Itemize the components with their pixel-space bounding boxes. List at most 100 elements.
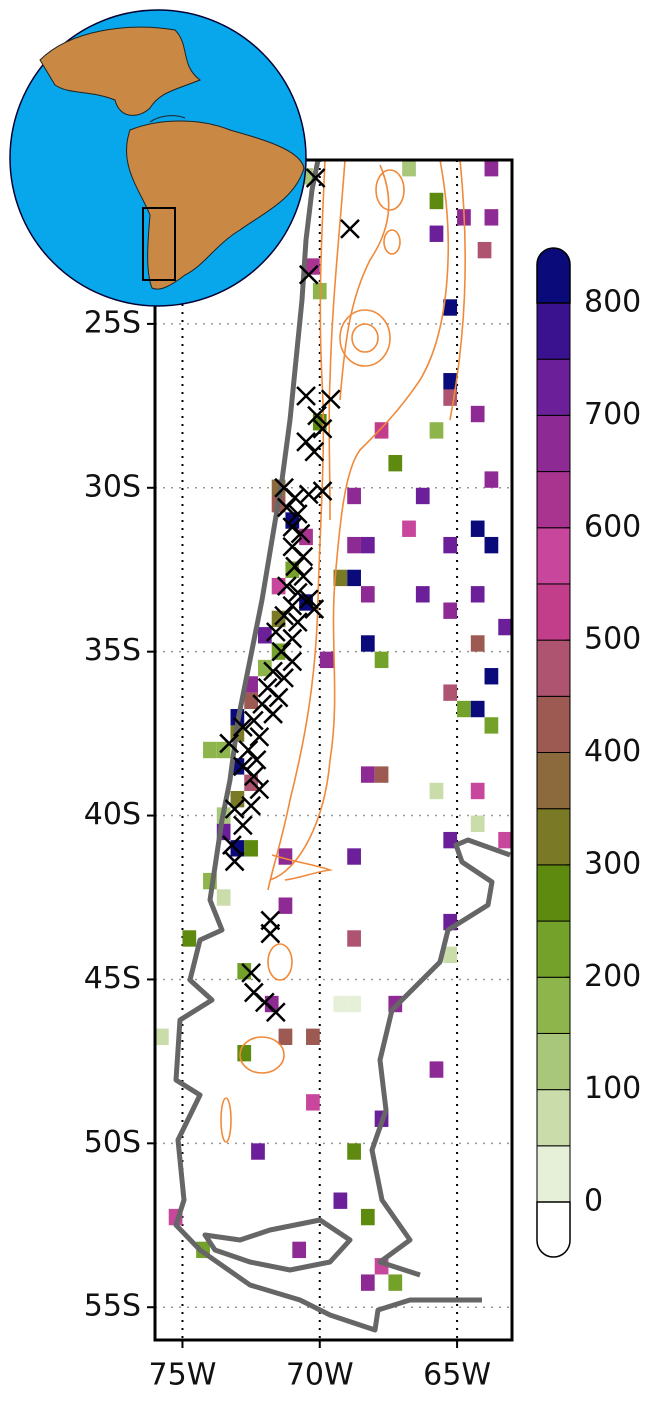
station	[245, 712, 263, 730]
colorbar-segment	[537, 809, 570, 865]
grid-cell	[320, 652, 334, 668]
grid-cell	[347, 930, 361, 946]
grid-cell	[402, 521, 416, 537]
contour	[376, 170, 404, 210]
y-tick-label: 35S	[84, 633, 141, 668]
colorbar-label: 300	[584, 846, 641, 881]
coast-east	[372, 840, 510, 1275]
grid-cell	[443, 537, 457, 553]
grid-cell	[258, 627, 272, 643]
grid-cell	[361, 537, 375, 553]
station	[261, 925, 279, 943]
y-tick-label: 55S	[84, 1289, 141, 1324]
y-tick-label: 25S	[84, 305, 141, 340]
grid-cell	[375, 652, 389, 668]
grid-cell	[471, 635, 485, 651]
map-figure: 75W70W65W25S30S35S40S45S50S55S 010020030…	[0, 0, 663, 1401]
station	[305, 443, 323, 461]
grid-cell	[430, 783, 444, 799]
colorbar-segment	[537, 1146, 570, 1202]
grid-cell	[272, 578, 286, 594]
stations	[220, 169, 359, 1021]
colorbar-label: 400	[584, 734, 641, 769]
grid-cell	[217, 889, 231, 905]
x-tick-label: 70W	[286, 1358, 354, 1393]
grid-cell	[361, 586, 375, 602]
contour	[384, 230, 400, 254]
grid-cell	[416, 586, 430, 602]
station	[341, 220, 359, 238]
contour	[329, 160, 345, 520]
grid-cell	[244, 840, 258, 856]
grid-cell	[416, 488, 430, 504]
colorbar-segment	[537, 921, 570, 977]
grid-cell	[457, 701, 471, 717]
colorbar-segment	[537, 472, 570, 528]
grid-cell	[388, 1274, 402, 1290]
grid-cell	[430, 193, 444, 209]
contour	[352, 324, 378, 352]
grid-cell	[471, 701, 485, 717]
grid-cell	[299, 529, 313, 545]
colorbar-segment	[537, 303, 570, 359]
grid-cell	[388, 455, 402, 471]
grid-cell	[361, 766, 375, 782]
colorbar-label: 100	[584, 1071, 641, 1106]
grid-cell	[279, 848, 293, 864]
grid-cell	[402, 160, 416, 176]
y-tick-label: 45S	[84, 961, 141, 996]
grid-cell	[347, 996, 361, 1012]
x-tick-label: 75W	[149, 1358, 217, 1393]
grid-cell	[443, 603, 457, 619]
colorbar-label: 700	[584, 397, 641, 432]
grid-cell	[251, 1143, 265, 1159]
station	[234, 816, 252, 834]
contour	[221, 1098, 231, 1142]
colorbar-segment	[537, 696, 570, 752]
station	[322, 390, 340, 408]
grid-cell	[292, 1242, 306, 1258]
contour	[340, 165, 389, 400]
grid-cell	[334, 996, 348, 1012]
grid-cell	[430, 422, 444, 438]
x-tick-label: 65W	[423, 1358, 491, 1393]
grid-cell	[478, 242, 492, 258]
grid-cell	[347, 848, 361, 864]
grid-cell	[485, 668, 499, 684]
grid-cell	[279, 898, 293, 914]
colorbar-label: 800	[584, 285, 641, 320]
station	[270, 689, 288, 707]
grid-cell	[203, 742, 217, 758]
grid-cell	[279, 1029, 293, 1045]
y-tick-label: 40S	[84, 797, 141, 832]
grid-cell	[375, 766, 389, 782]
colorbar-label: 600	[584, 509, 641, 544]
grid-cell	[471, 783, 485, 799]
grid-cell	[485, 160, 499, 176]
grid-cell	[155, 1029, 169, 1045]
grid-cell	[347, 488, 361, 504]
grid-cell	[498, 832, 512, 848]
colorbar-segment	[537, 1033, 570, 1089]
colorbar-segment	[537, 528, 570, 584]
grid-cell	[498, 619, 512, 635]
grid-cell	[375, 422, 389, 438]
grid-cell	[361, 635, 375, 651]
station	[283, 630, 301, 648]
grid-cell	[347, 1143, 361, 1159]
grid-cell	[182, 930, 196, 946]
colorbar-cap	[537, 1202, 570, 1257]
grid-cell	[471, 816, 485, 832]
colorbar-segment	[537, 640, 570, 696]
colorbar-segment	[537, 584, 570, 640]
grid-cell	[430, 226, 444, 242]
coast-island	[205, 1220, 350, 1270]
colorbar-label: 0	[584, 1184, 603, 1219]
grid-cell	[485, 471, 499, 487]
station	[297, 387, 315, 405]
station	[242, 797, 260, 815]
colorbar-segment	[537, 359, 570, 415]
grid-cell	[306, 1094, 320, 1110]
grid-cell	[485, 209, 499, 225]
